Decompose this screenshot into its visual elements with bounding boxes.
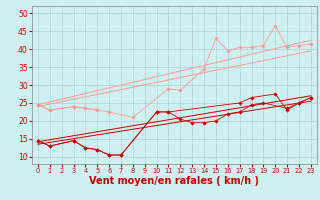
X-axis label: Vent moyen/en rafales ( km/h ): Vent moyen/en rafales ( km/h ) xyxy=(89,176,260,186)
